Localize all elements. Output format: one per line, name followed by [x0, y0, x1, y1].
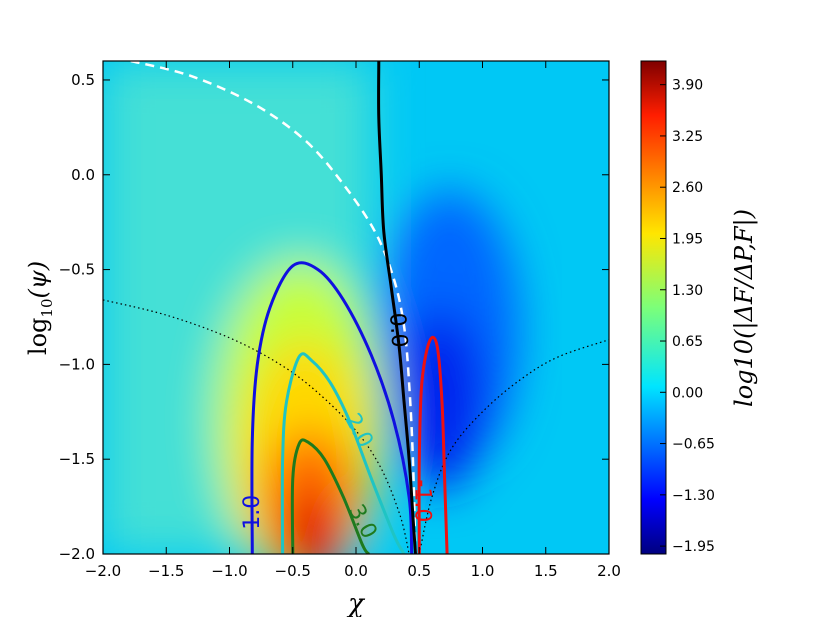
colorbar — [640, 60, 667, 555]
contour-line--1.0 — [417, 335, 449, 554]
colorbar-tick-label: −1.30 — [672, 488, 715, 504]
y-tick-label: −1.5 — [59, 450, 95, 468]
y-tick-label: 0.0 — [71, 166, 95, 184]
x-tick-label: 0.0 — [344, 562, 368, 580]
y-axis-label-base: log — [24, 318, 52, 356]
y-tick-label: 0.5 — [71, 71, 95, 89]
contour-label-0.0: 0.0 — [384, 312, 411, 349]
y-tick-label: −1.0 — [59, 355, 95, 373]
y-axis-ticks: −2.0 −1.5 −1.0 −0.5 0.0 0.5 — [59, 71, 609, 563]
colorbar-tick-label: 2.60 — [672, 180, 703, 196]
plot-overlays — [103, 61, 609, 554]
contour-line-0.0 — [377, 61, 417, 554]
dotted-curve-1 — [418, 339, 609, 554]
contour-line-1.0 — [250, 261, 414, 554]
colorbar-tick-label: −0.65 — [672, 437, 715, 453]
colorbar-tick-label: 3.25 — [672, 129, 703, 145]
colorbar-tick-label: 0.00 — [672, 385, 703, 401]
x-tick-label: −2.0 — [85, 562, 121, 580]
x-axis-label: χ — [346, 589, 366, 617]
x-tick-label: 2.0 — [597, 562, 621, 580]
colorbar-tick-label: 3.90 — [672, 78, 703, 94]
svg-text:log10(ψ): log10(ψ) — [24, 261, 56, 355]
x-axis-ticks: −2.0 −1.5 −1.0 −0.5 0.0 0.5 1.0 1.5 2.0 — [85, 61, 621, 580]
heatmap — [103, 61, 609, 554]
y-axis-label: log10(ψ) — [24, 261, 56, 355]
contour-line-3.0 — [290, 438, 370, 554]
x-tick-label: 1.0 — [471, 562, 495, 580]
y-tick-label: −2.0 — [59, 545, 95, 563]
x-tick-label: −1.0 — [211, 562, 247, 580]
y-axis-label-sub: 10 — [38, 298, 56, 317]
x-tick-label: −0.5 — [275, 562, 311, 580]
colorbar-tick-label: 1.95 — [672, 231, 703, 247]
colorbar-tick-label: 0.65 — [672, 334, 703, 350]
colorbar-label: log10(|ΔF/ΔP,F|) — [730, 209, 759, 407]
contour-label-1.0: 1.0 — [240, 495, 265, 530]
colorbar-tick-label: −1.95 — [672, 539, 715, 555]
x-tick-label: −1.5 — [148, 562, 184, 580]
y-axis-label-arg: (ψ) — [24, 261, 52, 299]
contour-line-2.0 — [280, 352, 406, 554]
x-tick-label: 0.5 — [407, 562, 431, 580]
dotted-curve-0 — [103, 299, 410, 554]
colorbar-label-text: log10(|ΔF/ΔP,F|) — [730, 209, 759, 407]
y-tick-label: −0.5 — [59, 261, 95, 279]
colorbar-tick-label: 1.30 — [672, 283, 703, 299]
contour-label--1.0: -1.0 — [409, 479, 434, 522]
colorbar-ticks: −1.95 −1.30 −0.65 0.00 0.65 1.30 1.95 2.60 3.25 3… — [660, 78, 715, 555]
dashed-curve — [130, 61, 417, 554]
x-tick-label: 1.5 — [534, 562, 558, 580]
